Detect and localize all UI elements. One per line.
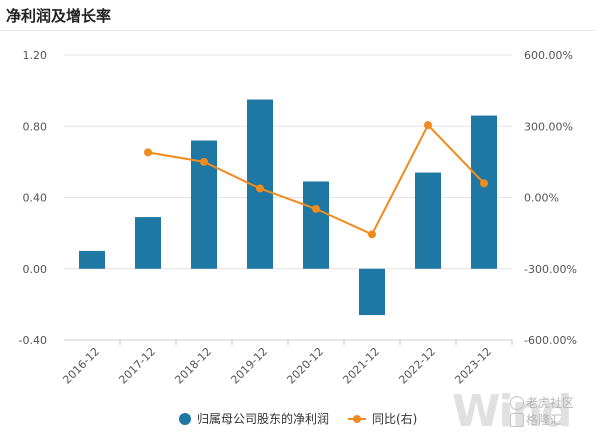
legend-line-marker-icon xyxy=(353,415,361,423)
bar-2020-12 xyxy=(303,181,329,269)
right-tick-label: 300.00% xyxy=(524,120,573,133)
growth-point-2022-12 xyxy=(424,121,432,130)
right-tick-label: -600.00% xyxy=(524,334,577,347)
left-tick-label: -0.40 xyxy=(19,334,47,347)
growth-point-2021-12 xyxy=(368,230,376,239)
x-tick-label: 2019-12 xyxy=(228,345,270,387)
grid-layer xyxy=(64,54,512,341)
title-divider xyxy=(0,30,596,31)
legend-bar-label: 归属母公司股东的净利润 xyxy=(197,411,329,426)
legend-bar-swatch-icon xyxy=(179,413,191,425)
growth-point-2018-12 xyxy=(200,157,208,166)
bar-2017-12 xyxy=(135,217,161,269)
left-tick-label: 0.40 xyxy=(23,192,48,205)
right-tick-label: 600.00% xyxy=(524,49,573,62)
left-tick-label: 0.00 xyxy=(23,263,48,276)
growth-point-2017-12 xyxy=(144,148,152,157)
x-tick-label: 2021-12 xyxy=(340,345,382,387)
right-tick-label: 0.00% xyxy=(524,192,559,205)
left-tick-label: 0.80 xyxy=(23,120,48,133)
x-tick-label: 2016-12 xyxy=(60,345,102,387)
growth-point-2020-12 xyxy=(312,204,320,213)
legend-line-label: 同比(右) xyxy=(372,411,417,426)
x-tick-label: 2022-12 xyxy=(396,345,438,387)
x-tick-label: 2023-12 xyxy=(452,345,494,387)
bar-2022-12 xyxy=(415,172,441,269)
bar-series xyxy=(79,99,497,316)
watermark-logo-2-icon xyxy=(510,413,524,427)
line-series xyxy=(144,121,488,239)
growth-point-2019-12 xyxy=(256,184,264,193)
chart-title: 净利润及增长率 xyxy=(6,7,112,25)
x-tick-label: 2018-12 xyxy=(172,345,214,387)
x-tick-label: 2020-12 xyxy=(284,345,326,387)
bar-2016-12 xyxy=(79,250,105,269)
legend: 归属母公司股东的净利润 同比(右) xyxy=(179,411,417,426)
left-tick-label: 1.20 xyxy=(23,49,48,62)
x-tick-label: 2017-12 xyxy=(116,345,158,387)
growth-point-2023-12 xyxy=(480,179,488,188)
watermark-logo-icon xyxy=(510,396,524,410)
bar-2021-12 xyxy=(359,268,385,316)
watermark: Wind 老虎社区 格隆汇 xyxy=(452,386,596,438)
watermark-wind-text: Wind xyxy=(452,386,572,437)
bar-2023-12 xyxy=(471,115,497,269)
right-tick-label: -300.00% xyxy=(524,263,577,276)
watermark-text-2: 格隆汇 xyxy=(526,413,563,427)
watermark-text-1: 老虎社区 xyxy=(526,396,575,410)
